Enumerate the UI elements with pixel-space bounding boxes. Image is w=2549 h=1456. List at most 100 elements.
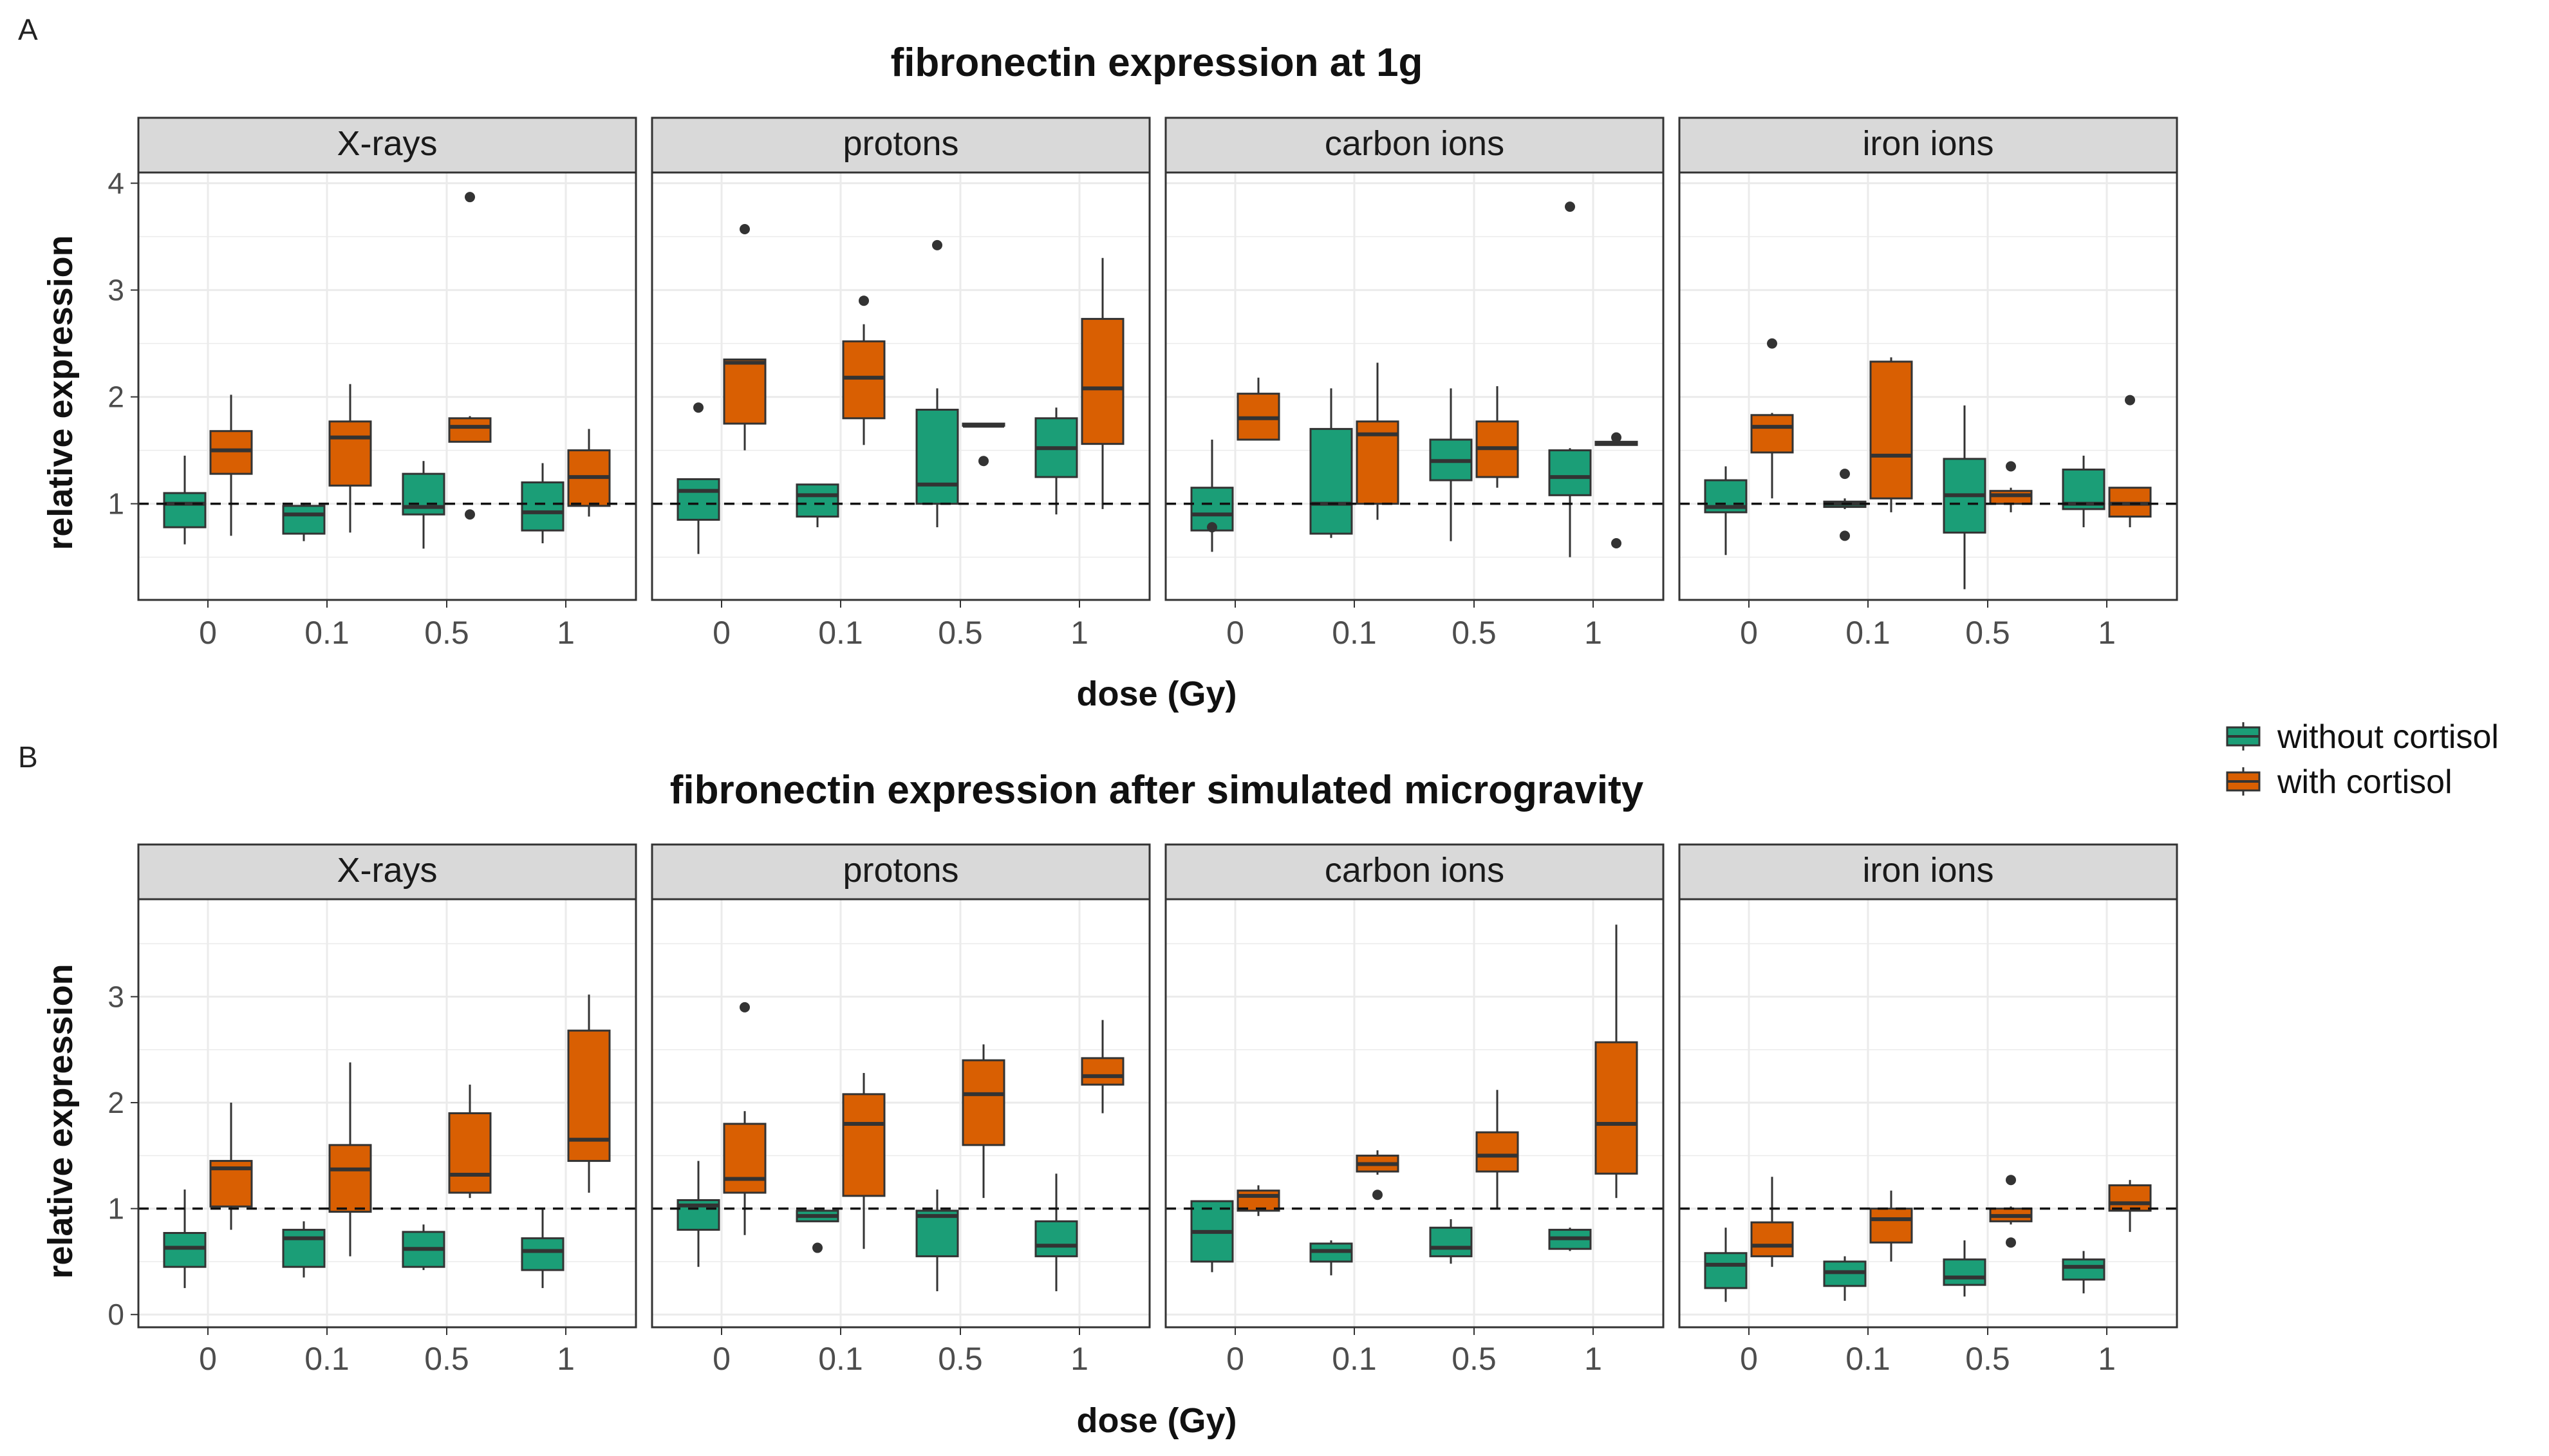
x-tick-label: 1	[557, 1341, 575, 1377]
outlier-point	[2006, 1175, 2016, 1186]
box-without-cortisol-dose-1	[1034, 1173, 1078, 1292]
box-iqr	[163, 1232, 207, 1268]
box-without-cortisol-dose-0.5	[402, 461, 445, 549]
x-tick-label: 0.1	[1332, 1341, 1377, 1377]
x-tick-label: 0	[1740, 615, 1758, 651]
box-iqr	[842, 340, 886, 420]
box-without-cortisol-dose-0.5	[1429, 388, 1473, 541]
legend-item-with-cortisol: with cortisol	[2226, 763, 2452, 801]
box-with-cortisol-dose-0.1	[1356, 362, 1399, 520]
legend-label-with-cortisol: with cortisol	[2277, 763, 2452, 801]
facet-strip-label: X-rays	[337, 124, 437, 163]
plot-border	[1164, 171, 1665, 601]
x-tick-label: 0.5	[1452, 615, 1497, 651]
y-tick-label: 3	[107, 274, 124, 307]
box-iqr	[2062, 1258, 2105, 1281]
box-iqr	[1429, 1226, 1473, 1258]
box-iqr	[521, 481, 565, 532]
outlier-point	[2125, 395, 2135, 406]
box-with-cortisol-dose-0.1	[1869, 357, 1913, 512]
x-tick-label: 1	[1070, 615, 1088, 651]
box-iqr	[209, 430, 253, 475]
x-tick-label: 0.1	[1845, 1341, 1891, 1377]
box-with-cortisol-dose-0.5	[448, 192, 492, 520]
plot-area	[652, 899, 1150, 1327]
box-with-cortisol-dose-0.5	[1475, 1090, 1519, 1209]
y-tick-label: 1	[107, 1192, 124, 1226]
outlier-point	[1207, 522, 1217, 533]
box-without-cortisol-dose-0.5	[915, 239, 959, 528]
box-without-cortisol-dose-0	[677, 1161, 720, 1267]
legend-item-without-cortisol: without cortisol	[2226, 718, 2499, 756]
box-without-cortisol-dose-1	[2062, 1251, 2105, 1294]
box-with-cortisol-dose-0	[1237, 1185, 1280, 1217]
x-tick-label: 0.1	[818, 1341, 863, 1377]
box-with-cortisol-dose-0.1	[1869, 1190, 1913, 1262]
box-iqr	[521, 1237, 565, 1271]
x-tick-label: 0.1	[1845, 615, 1891, 651]
x-tick-label: 0.5	[938, 1341, 983, 1377]
panel-label-b: B	[18, 740, 38, 774]
x-tick-label: 0.5	[1452, 1341, 1497, 1377]
facet-strip	[1164, 117, 1665, 174]
chart-title-b: fibronectin expression after simulated m…	[670, 768, 1644, 812]
box-iqr	[1750, 1221, 1794, 1258]
facet-protons: protons 0 0.1 0.5 1	[651, 117, 1151, 651]
box-iqr	[448, 1112, 492, 1194]
box-iqr	[1548, 449, 1592, 496]
box-iqr	[677, 478, 720, 521]
legend-label-without-cortisol: without cortisol	[2277, 718, 2499, 756]
box-with-cortisol-dose-0	[1237, 377, 1280, 441]
facet-strip	[1164, 843, 1665, 901]
x-tick-label: 0.5	[1965, 615, 2010, 651]
x-tick-label: 0.5	[1965, 1341, 2010, 1377]
outlier-point	[693, 402, 704, 413]
x-tick-label: 0	[1740, 1341, 1758, 1377]
box-with-cortisol-dose-0.5	[1475, 386, 1519, 488]
box-iqr	[1989, 490, 2033, 505]
outlier-point	[740, 223, 750, 234]
plot-border	[1678, 898, 2178, 1329]
facet-iron-ions: iron ions 0 0.1 0.5 1	[1678, 117, 2178, 651]
box-without-cortisol-dose-0.1	[1309, 1240, 1353, 1276]
box-iqr	[448, 417, 492, 443]
x-tick-label: 0.1	[304, 1341, 350, 1377]
box-iqr	[163, 492, 207, 528]
box-without-cortisol-dose-0	[1190, 1200, 1234, 1273]
box-iqr	[328, 1144, 372, 1213]
facet-strip-label: carbon ions	[1325, 851, 1504, 890]
box-iqr	[282, 505, 326, 535]
x-tick-label: 0.5	[424, 1341, 469, 1377]
box-without-cortisol-dose-0	[677, 402, 720, 554]
facet-strip	[137, 117, 637, 174]
x-tick-label: 0	[199, 1341, 217, 1377]
plot-area	[1166, 173, 1663, 600]
facet-strip	[137, 843, 637, 901]
plot-area	[1679, 173, 2177, 600]
chart-title-a: fibronectin expression at 1g	[891, 41, 1423, 85]
outlier-point	[1565, 201, 1575, 212]
box-with-cortisol-dose-0.1	[842, 295, 886, 445]
outlier-point	[465, 192, 475, 203]
box-with-cortisol-dose-1	[1081, 257, 1125, 509]
box-iqr	[842, 1093, 886, 1197]
facet-strip-label: iron ions	[1862, 124, 1993, 163]
box-without-cortisol-dose-0.5	[1429, 1219, 1473, 1264]
outlier-point	[1611, 538, 1621, 549]
x-axis-label-a: dose (Gy)	[1076, 675, 1237, 713]
box-with-cortisol-dose-1	[567, 994, 611, 1193]
outlier-point	[2006, 1237, 2016, 1248]
x-tick-label: 0.1	[818, 615, 863, 651]
box-with-cortisol-dose-0	[723, 1002, 767, 1235]
box-without-cortisol-dose-0.1	[282, 1221, 326, 1278]
x-tick-label: 0.1	[304, 615, 350, 651]
box-with-cortisol-dose-1	[1594, 924, 1638, 1199]
box-iqr	[1034, 1220, 1078, 1258]
outlier-point	[932, 239, 942, 250]
box-without-cortisol-dose-0.1	[282, 503, 326, 541]
box-iqr	[723, 1123, 767, 1194]
box-iqr	[915, 1209, 959, 1258]
box-without-cortisol-dose-1	[2062, 455, 2105, 528]
